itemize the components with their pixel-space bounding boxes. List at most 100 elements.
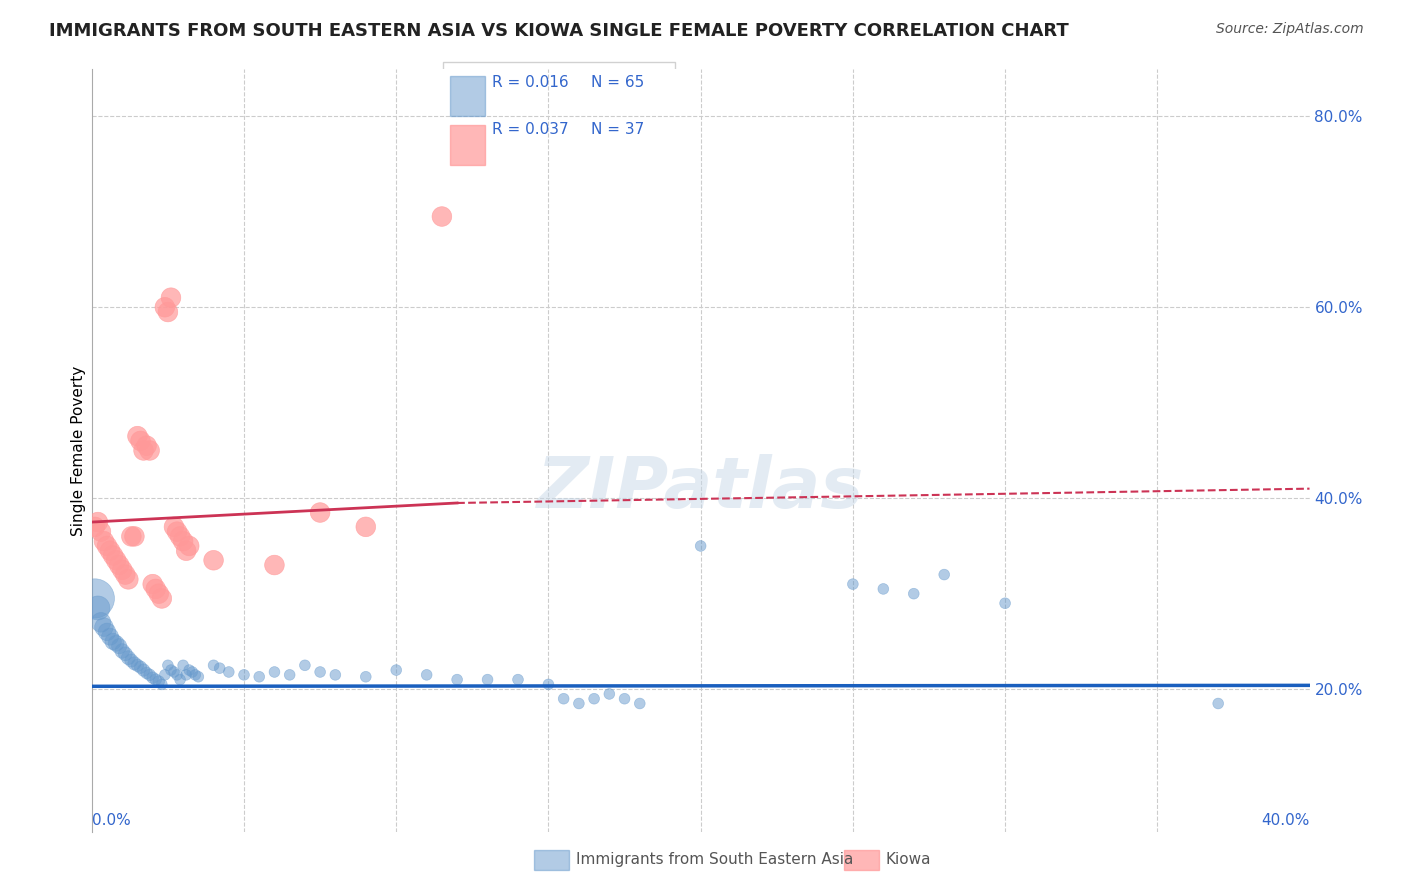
Point [98,543,121,558]
Text: IMMIGRANTS FROM SOUTH EASTERN ASIA VS KIOWA SINGLE FEMALE POVERTY CORRELATION CH: IMMIGRANTS FROM SOUTH EASTERN ASIA VS KI… [49,22,1069,40]
Point [994,596,1017,610]
Point [172,658,194,673]
Point [105,636,128,650]
Point [446,673,468,687]
Point [263,558,285,572]
Text: R = 0.016: R = 0.016 [492,75,568,89]
Point [142,577,165,591]
Point [150,677,173,691]
Point [1206,697,1229,711]
Point [430,210,453,224]
Point [145,582,167,596]
Point [202,658,225,673]
Point [208,661,231,675]
Point [108,639,131,653]
Point [127,429,149,443]
Point [537,677,560,691]
Point [354,520,377,534]
Point [135,665,157,680]
Point [169,529,191,543]
Point [153,300,176,314]
Point [108,558,131,572]
Point [385,663,408,677]
Y-axis label: Single Female Poverty: Single Female Poverty [72,366,86,535]
Point [96,624,118,639]
Point [247,670,270,684]
Point [179,663,201,677]
Point [135,439,157,453]
Point [111,644,134,658]
Point [83,520,105,534]
Text: N = 37: N = 37 [591,122,644,136]
Point [87,601,110,615]
Point [278,668,301,682]
Point [415,668,437,682]
Point [163,520,186,534]
Point [934,567,956,582]
Point [93,620,115,634]
Point [354,670,377,684]
Point [174,668,197,682]
Point [105,553,128,567]
Point [163,665,186,679]
Point [156,305,179,319]
Point [132,443,155,458]
Point [233,668,256,682]
Point [90,524,112,539]
Point [150,591,173,606]
Point [101,634,124,648]
Text: R = 0.037: R = 0.037 [492,122,568,136]
Point [598,687,620,701]
Point [309,665,332,679]
Point [114,567,136,582]
Point [842,577,865,591]
Point [120,529,142,543]
Point [93,534,115,549]
Point [628,697,651,711]
Point [172,534,194,549]
Point [129,434,152,448]
Point [309,506,332,520]
Point [83,591,105,606]
Point [166,668,188,682]
Point [689,539,711,553]
Point [145,673,167,687]
Point [160,291,183,305]
Point [553,691,575,706]
Text: Immigrants from South Eastern Asia: Immigrants from South Eastern Asia [576,853,853,867]
Point [129,660,152,674]
Point [148,587,170,601]
Point [169,673,191,687]
Point [156,658,179,673]
Point [218,665,240,679]
Point [184,668,207,682]
Point [872,582,894,596]
Point [101,549,124,563]
Point [138,668,160,682]
Point [181,665,204,679]
Point [294,658,316,673]
Text: Source: ZipAtlas.com: Source: ZipAtlas.com [1216,22,1364,37]
Point [179,539,201,553]
Point [117,650,139,665]
Point [132,663,155,677]
Point [477,673,499,687]
Point [583,691,606,706]
Text: Kiowa: Kiowa [886,853,931,867]
Point [160,663,183,677]
Point [568,697,591,711]
Text: N = 65: N = 65 [591,75,644,89]
Point [117,573,139,587]
Point [114,647,136,661]
Text: 40.0%: 40.0% [1261,814,1309,829]
Point [120,654,142,668]
Point [153,668,176,682]
Point [124,529,146,543]
Point [166,524,188,539]
Point [613,691,636,706]
Text: 0.0%: 0.0% [91,814,131,829]
Point [903,587,925,601]
Point [263,665,285,679]
Point [87,515,110,529]
Point [96,539,118,553]
